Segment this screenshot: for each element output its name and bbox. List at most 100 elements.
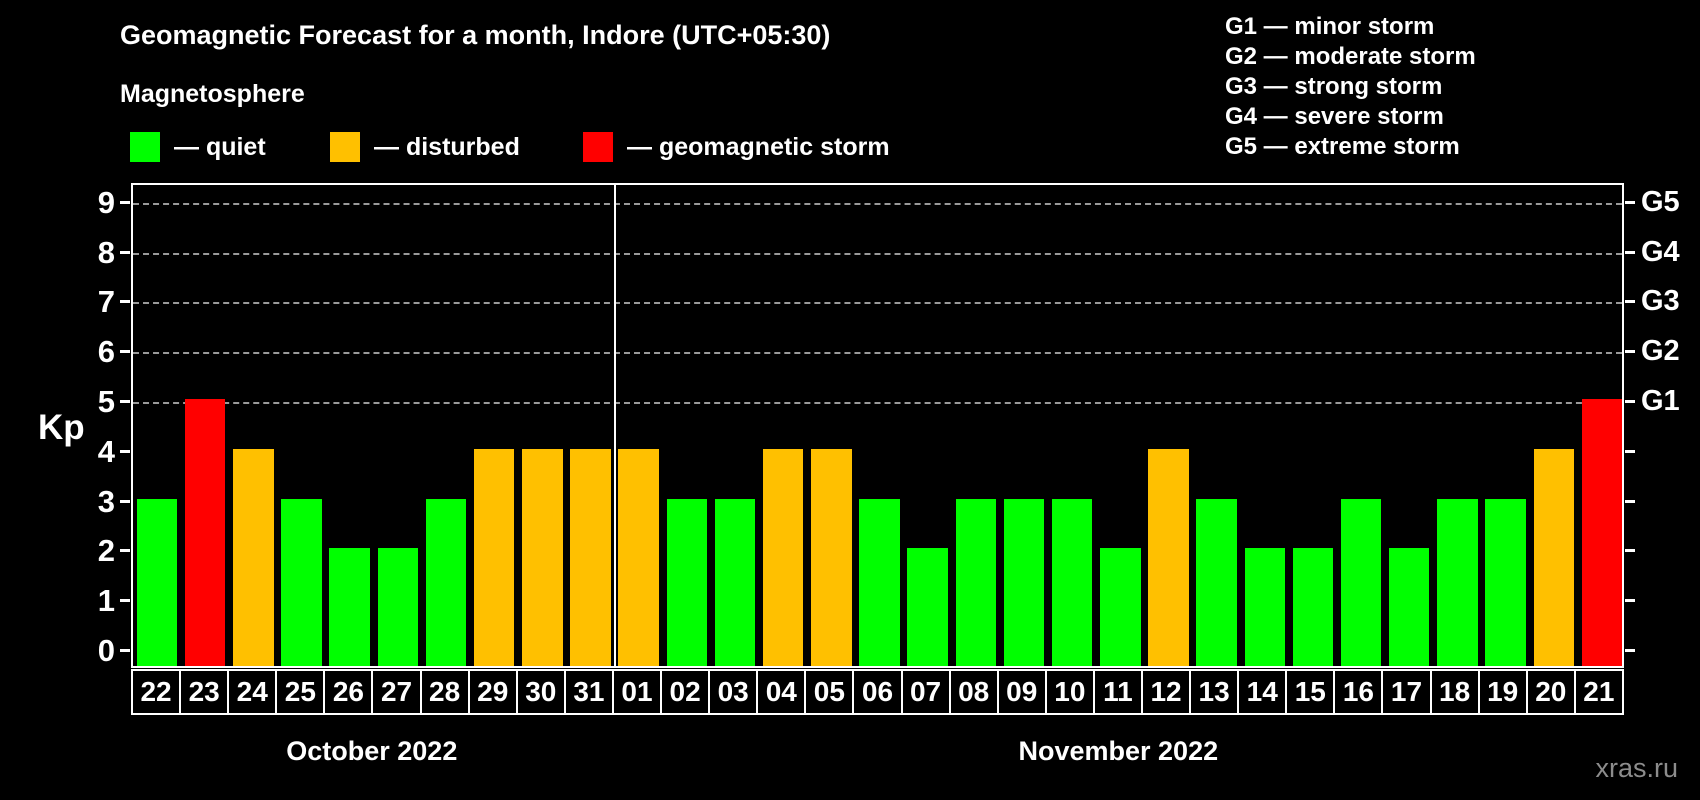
date-cell-10: 10 xyxy=(1044,669,1095,715)
date-cell-20: 20 xyxy=(1525,669,1576,715)
kp-bar-29 xyxy=(473,448,515,666)
left-tick-1 xyxy=(120,599,130,603)
gridline-kp-9 xyxy=(133,202,1622,205)
date-cell-31: 31 xyxy=(563,669,614,715)
legend-item-storm: — geomagnetic storm xyxy=(583,130,890,164)
date-cell-30: 30 xyxy=(515,669,566,715)
right-tick-0 xyxy=(1625,649,1635,652)
gridline-kp-7 xyxy=(133,302,1622,305)
right-tick-label-g5: G5 xyxy=(1641,185,1680,218)
kp-bar-26 xyxy=(329,548,370,666)
kp-bar-28 xyxy=(425,498,467,666)
page-title: Geomagnetic Forecast for a month, Indore… xyxy=(120,20,831,50)
left-tick-3 xyxy=(120,499,130,503)
month-label-1: November 2022 xyxy=(1018,736,1219,766)
legend-item-label: — geomagnetic storm xyxy=(627,132,890,161)
storm-scale-line-g3: G3 — strong storm xyxy=(1225,73,1443,100)
kp-bar-18 xyxy=(1437,498,1478,666)
kp-bar-04 xyxy=(762,448,804,666)
date-cell-05: 05 xyxy=(804,669,855,715)
right-tick-7 xyxy=(1625,300,1635,304)
gridline-kp-8 xyxy=(133,252,1622,255)
right-tick-9 xyxy=(1625,200,1635,204)
y-tick-label-4: 4 xyxy=(97,433,115,469)
date-cell-28: 28 xyxy=(419,669,470,715)
right-tick-3 xyxy=(1625,499,1635,503)
date-cell-08: 08 xyxy=(948,669,999,715)
right-tick-8 xyxy=(1625,250,1635,254)
date-cell-27: 27 xyxy=(371,669,422,715)
plot-area xyxy=(131,183,1624,668)
date-cell-07: 07 xyxy=(900,669,951,715)
date-cell-09: 09 xyxy=(996,669,1047,715)
right-tick-1 xyxy=(1625,599,1635,603)
storm-scale-legend: G1 — minor storm G2 — moderate storm G3 — … xyxy=(1225,12,1476,162)
date-cell-11: 11 xyxy=(1092,669,1143,715)
legend-item-disturbed: — disturbed xyxy=(330,130,520,164)
date-cell-22: 22 xyxy=(131,669,182,715)
right-tick-label-g2: G2 xyxy=(1641,335,1680,368)
y-tick-label-5: 5 xyxy=(97,384,115,419)
date-cell-13: 13 xyxy=(1189,669,1240,715)
kp-bar-12 xyxy=(1148,448,1189,666)
kp-bar-11 xyxy=(1100,548,1141,666)
gridline-kp-6 xyxy=(133,352,1622,355)
legend-item-label: — quiet xyxy=(174,132,266,161)
date-cell-15: 15 xyxy=(1285,669,1336,715)
kp-bar-07 xyxy=(907,548,948,666)
month-separator xyxy=(613,185,616,666)
right-tick-5 xyxy=(1625,400,1635,403)
date-cell-14: 14 xyxy=(1237,669,1288,715)
kp-bar-10 xyxy=(1051,498,1093,666)
y-tick-label-7: 7 xyxy=(97,284,115,320)
month-label-0: October 2022 xyxy=(286,736,458,766)
date-cell-04: 04 xyxy=(756,669,807,715)
date-cell-25: 25 xyxy=(275,669,326,715)
legend-item-quiet: — quiet xyxy=(130,130,266,164)
storm-scale-line-g5: G5 — extreme storm xyxy=(1225,133,1460,160)
left-tick-4 xyxy=(120,449,130,453)
storm-color-swatch xyxy=(583,132,613,162)
kp-bar-08 xyxy=(955,498,997,666)
kp-bar-25 xyxy=(281,498,322,666)
date-cell-12: 12 xyxy=(1140,669,1192,715)
kp-bar-15 xyxy=(1292,548,1334,666)
left-tick-0 xyxy=(120,649,130,652)
kp-bar-30 xyxy=(522,448,563,666)
kp-bar-24 xyxy=(233,448,274,666)
quiet-color-swatch xyxy=(130,132,160,162)
kp-bar-27 xyxy=(377,548,419,666)
date-cell-19: 19 xyxy=(1477,669,1528,715)
left-tick-2 xyxy=(120,549,130,553)
kp-bar-22 xyxy=(136,498,178,666)
right-tick-2 xyxy=(1625,549,1635,553)
left-tick-9 xyxy=(120,200,130,204)
kp-bar-17 xyxy=(1389,548,1430,666)
y-tick-label-1: 1 xyxy=(97,583,115,619)
date-cell-02: 02 xyxy=(660,669,711,715)
y-tick-label-0: 0 xyxy=(97,633,115,668)
disturbed-color-swatch xyxy=(330,132,360,162)
kp-bar-31 xyxy=(570,448,611,666)
y-tick-label-6: 6 xyxy=(97,334,115,370)
date-cell-06: 06 xyxy=(852,669,903,715)
y-tick-label-2: 2 xyxy=(97,533,115,569)
right-tick-4 xyxy=(1625,449,1635,453)
kp-bar-23 xyxy=(185,399,226,666)
y-axis-title: Kp xyxy=(38,408,85,447)
y-tick-label-3: 3 xyxy=(97,483,115,519)
left-tick-6 xyxy=(120,350,130,354)
right-tick-label-g4: G4 xyxy=(1641,235,1680,268)
right-tick-6 xyxy=(1625,350,1635,354)
storm-scale-line-g4: G4 — severe storm xyxy=(1225,103,1444,130)
right-tick-label-g3: G3 xyxy=(1641,285,1680,318)
kp-bar-06 xyxy=(859,498,900,666)
storm-scale-line-g2: G2 — moderate storm xyxy=(1225,43,1476,70)
date-cell-24: 24 xyxy=(227,669,278,715)
y-tick-label-9: 9 xyxy=(97,184,115,220)
kp-bar-03 xyxy=(714,498,756,666)
kp-bar-02 xyxy=(666,498,708,666)
kp-bar-16 xyxy=(1340,498,1382,666)
date-axis: 22 23 24 25 26 27 28 29 30 31 01 02 03 04 05 06 07 08 09 10… xyxy=(131,669,1624,715)
